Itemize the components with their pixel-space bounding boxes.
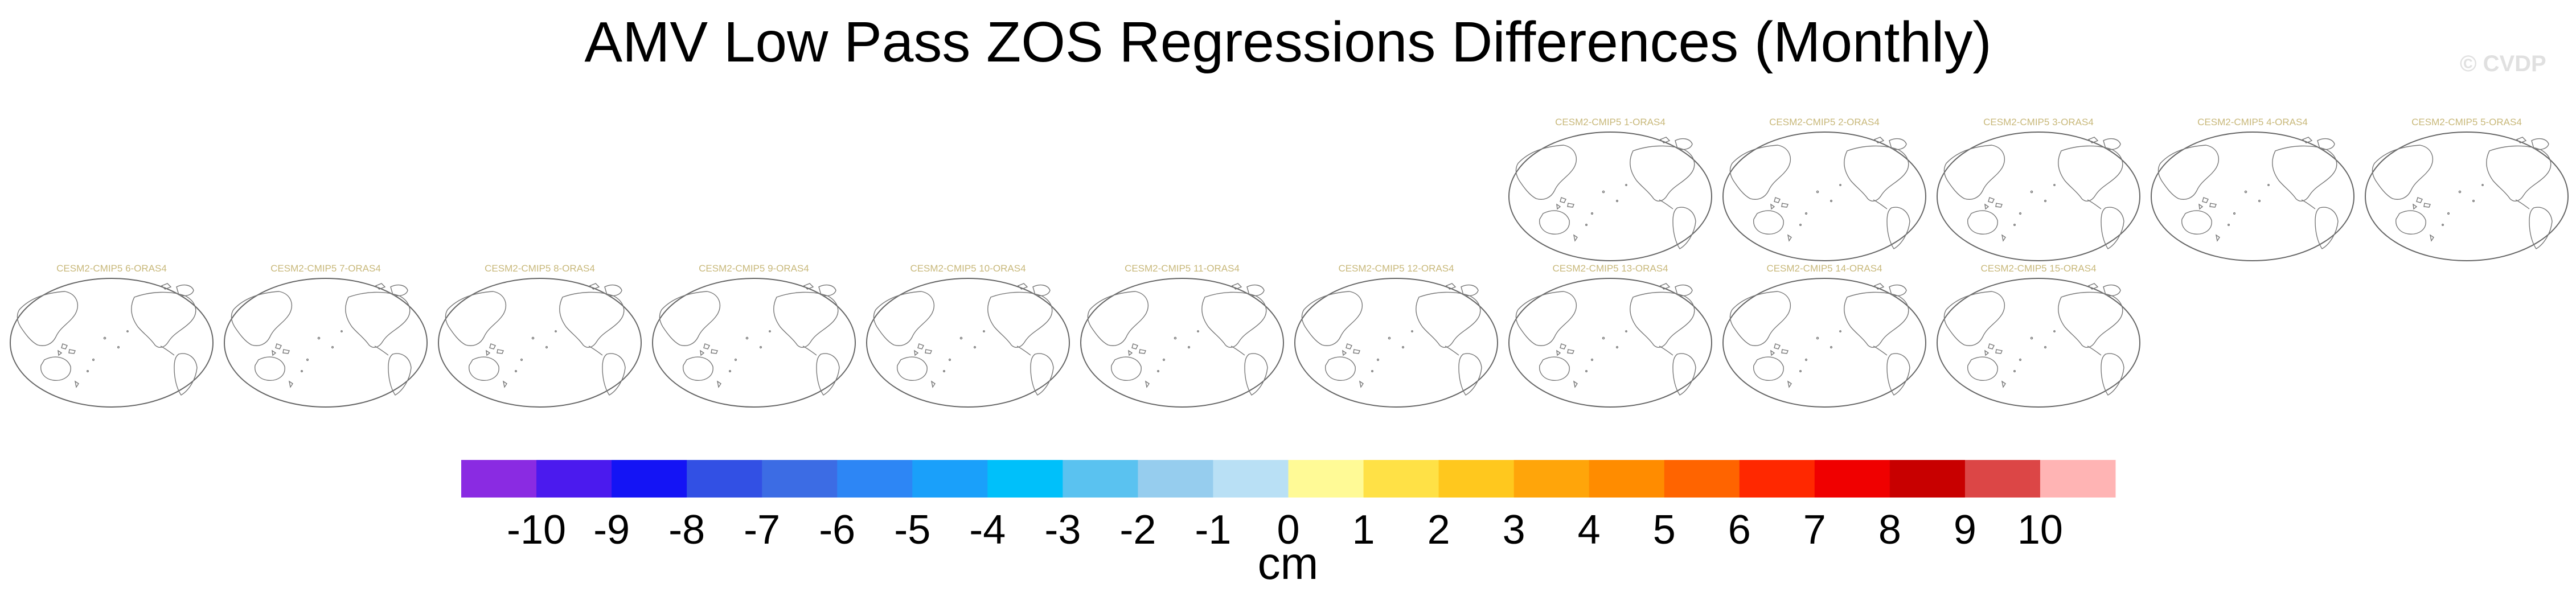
colorbar-swatch <box>1889 460 1966 498</box>
colorbar-swatch <box>762 460 838 498</box>
world-map-outline-icon <box>2151 131 2355 261</box>
map-panel: CESM2-CMIP5 3-ORAS4 <box>1935 117 2142 265</box>
map-panel-title: CESM2-CMIP5 11-ORAS4 <box>1125 263 1240 274</box>
world-map-outline-icon <box>1937 278 2140 408</box>
colorbar-swatch <box>1814 460 1890 498</box>
world-map-outline-icon <box>10 278 214 408</box>
map-panel: CESM2-CMIP5 8-ORAS4 <box>436 263 643 411</box>
colorbar-tick-label: 0 <box>1277 507 1299 553</box>
world-map-outline-icon <box>1508 131 1712 261</box>
colorbar-tick-label: 6 <box>1728 507 1751 553</box>
colorbar-tick-label: -6 <box>819 507 855 553</box>
colorbar-swatch <box>1739 460 1815 498</box>
world-map-outline-icon <box>652 278 856 408</box>
world-map-outline-icon <box>1937 131 2140 261</box>
map-panel-title: CESM2-CMIP5 10-ORAS4 <box>910 263 1026 274</box>
colorbar-tick-label: 4 <box>1578 507 1601 553</box>
colorbar-tick-label: -4 <box>969 507 1006 553</box>
map-panel-title: CESM2-CMIP5 13-ORAS4 <box>1552 263 1668 274</box>
map-panel-title: CESM2-CMIP5 14-ORAS4 <box>1766 263 1882 274</box>
map-panel-title: CESM2-CMIP5 3-ORAS4 <box>1983 117 2094 128</box>
colorbar-swatch <box>687 460 762 498</box>
colorbar-swatch <box>1513 460 1590 498</box>
colorbar-tick-label: -1 <box>1195 507 1231 553</box>
colorbar-swatch <box>2040 460 2116 498</box>
colorbar-swatch <box>987 460 1063 498</box>
colorbar-tick-label: -8 <box>668 507 705 553</box>
world-map-outline-icon <box>2365 131 2569 261</box>
colorbar-tick-label: 8 <box>1878 507 1901 553</box>
map-panel: CESM2-CMIP5 15-ORAS4 <box>1935 263 2142 411</box>
map-panel: CESM2-CMIP5 9-ORAS4 <box>650 263 858 411</box>
colorbar-swatch <box>1438 460 1515 498</box>
colorbar-swatch <box>1664 460 1740 498</box>
map-panel-title: CESM2-CMIP5 4-ORAS4 <box>2197 117 2308 128</box>
world-map-outline-icon <box>1722 278 1926 408</box>
map-panel-title: CESM2-CMIP5 6-ORAS4 <box>56 263 167 274</box>
world-map-outline-icon <box>1294 278 1498 408</box>
world-map-outline-icon <box>1080 278 1284 408</box>
map-panel: CESM2-CMIP5 14-ORAS4 <box>1721 263 1928 411</box>
colorbar-swatch <box>612 460 687 498</box>
map-panel-title: CESM2-CMIP5 8-ORAS4 <box>485 263 595 274</box>
map-panel: CESM2-CMIP5 7-ORAS4 <box>222 263 429 411</box>
colorbar-tick-label: 3 <box>1503 507 1525 553</box>
map-panel: CESM2-CMIP5 2-ORAS4 <box>1721 117 1928 265</box>
map-panel: CESM2-CMIP5 12-ORAS4 <box>1293 263 1500 411</box>
world-map-outline-icon <box>1722 131 1926 261</box>
figure-title: AMV Low Pass ZOS Regressions Differences… <box>584 10 1992 74</box>
map-panel-title: CESM2-CMIP5 1-ORAS4 <box>1555 117 1666 128</box>
colorbar-tick-label: -2 <box>1119 507 1156 553</box>
map-panel-title: CESM2-CMIP5 5-ORAS4 <box>2411 117 2522 128</box>
colorbar-tick-label: 5 <box>1653 507 1676 553</box>
colorbar-tick-label: -7 <box>744 507 780 553</box>
colorbar-tick-label: -3 <box>1044 507 1081 553</box>
map-panel: CESM2-CMIP5 11-ORAS4 <box>1078 263 1286 411</box>
colorbar-tick-label: 2 <box>1428 507 1450 553</box>
colorbar-tick-label: 1 <box>1352 507 1375 553</box>
colorbar-swatch <box>1213 460 1289 498</box>
colorbar-swatch <box>1288 460 1364 498</box>
world-map-outline-icon <box>866 278 1070 408</box>
colorbar-tick-label: -9 <box>593 507 630 553</box>
colorbar-swatch <box>461 460 537 498</box>
colorbar-units-label: cm <box>1257 538 1319 589</box>
colorbar-swatch <box>1589 460 1665 498</box>
colorbar-swatch <box>1363 460 1439 498</box>
map-panel: CESM2-CMIP5 6-ORAS4 <box>8 263 215 411</box>
colorbar-swatch <box>912 460 988 498</box>
map-panel-title: CESM2-CMIP5 7-ORAS4 <box>270 263 381 274</box>
world-map-outline-icon <box>224 278 428 408</box>
colorbar-tick-label: 7 <box>1803 507 1826 553</box>
map-panel: CESM2-CMIP5 1-ORAS4 <box>1507 117 1714 265</box>
colorbar-tick-label: -5 <box>894 507 930 553</box>
map-panel: CESM2-CMIP5 4-ORAS4 <box>2149 117 2356 265</box>
map-panel: CESM2-CMIP5 10-ORAS4 <box>864 263 1072 411</box>
map-panel: CESM2-CMIP5 13-ORAS4 <box>1507 263 1714 411</box>
colorbar-tick-label: -10 <box>507 507 566 553</box>
cvdp-watermark: © CVDP <box>2460 51 2546 76</box>
colorbar-tick-label: 9 <box>1954 507 1976 553</box>
colorbar-swatch <box>536 460 612 498</box>
map-panel-title: CESM2-CMIP5 9-ORAS4 <box>699 263 809 274</box>
map-panel-title: CESM2-CMIP5 2-ORAS4 <box>1769 117 1880 128</box>
map-panel-title: CESM2-CMIP5 12-ORAS4 <box>1338 263 1454 274</box>
colorbar-swatch <box>1063 460 1138 498</box>
world-map-outline-icon <box>438 278 642 408</box>
colorbar-swatch <box>837 460 913 498</box>
colorbar-tick-label: 10 <box>2017 507 2063 553</box>
colorbar-swatch <box>1964 460 2041 498</box>
colorbar-swatch <box>1138 460 1213 498</box>
map-panel-title: CESM2-CMIP5 15-ORAS4 <box>1980 263 2097 274</box>
world-map-outline-icon <box>1508 278 1712 408</box>
map-panel: CESM2-CMIP5 5-ORAS4 <box>2363 117 2570 265</box>
